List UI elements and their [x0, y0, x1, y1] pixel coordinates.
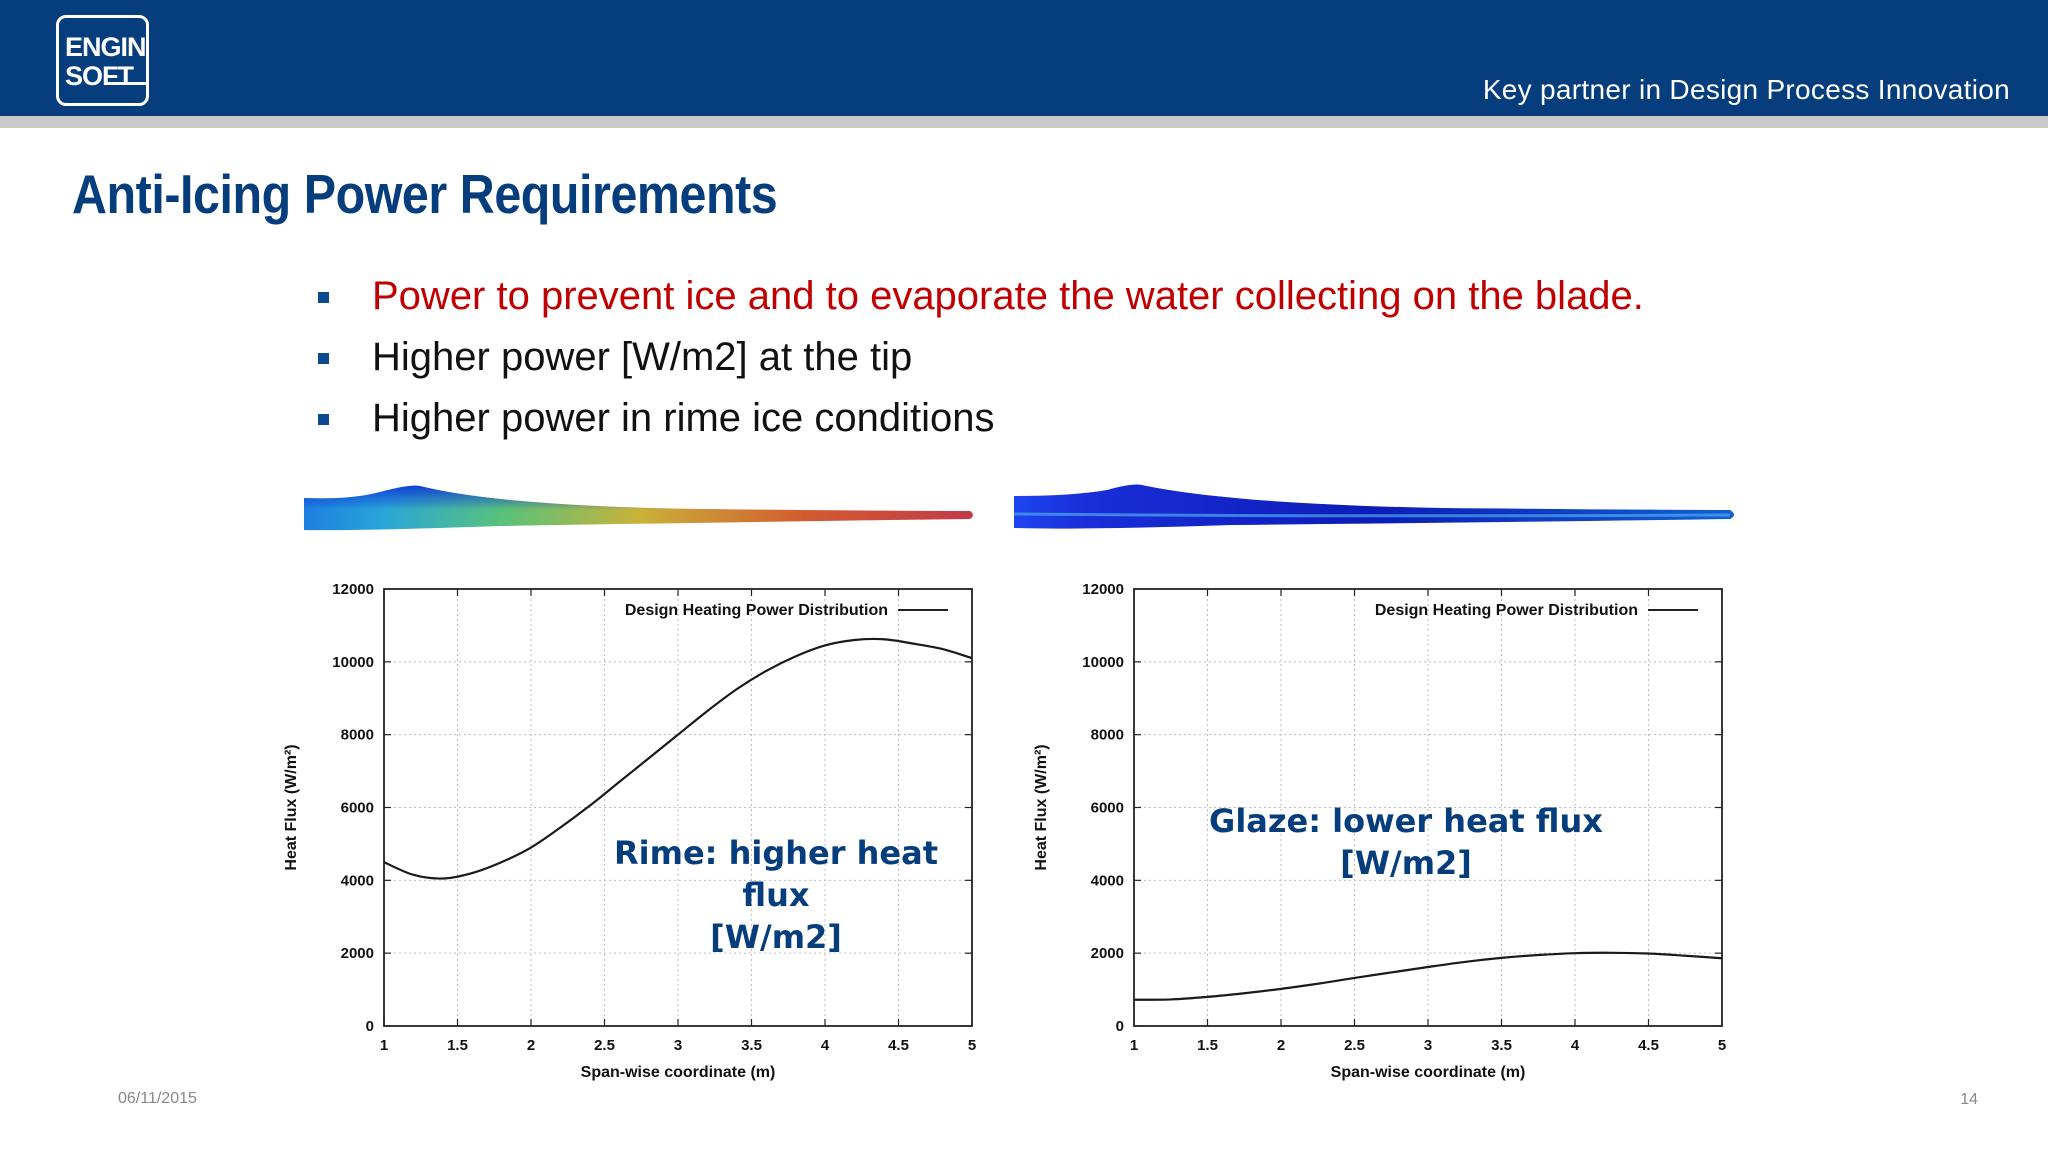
x-tick-label: 3 [1424, 1037, 1432, 1054]
bullet-item: Higher power [W/m2] at the tip [314, 329, 1644, 390]
y-axis-label: Heat Flux (W/m²) [1033, 744, 1050, 870]
y-tick-label: 0 [366, 1018, 374, 1035]
bullet-text: Power to prevent ice and to evaporate th… [372, 274, 1644, 318]
plot-frame [383, 588, 973, 1027]
rime-annotation-line1: Rime: higher heat flux [613, 834, 939, 914]
glaze-chart: 1 1.5 2 2.5 3 3.5 4 4.5 5 0 2000 4000 6000 8000 10000 1… [1020, 570, 1740, 1095]
y-tick-label: 6000 [341, 800, 374, 817]
x-tick-label: 2 [1277, 1037, 1285, 1054]
y-tick-label: 10000 [1082, 654, 1124, 671]
series-line [383, 637, 973, 880]
page-number: 14 [1960, 1091, 1978, 1108]
y-tick-label: 4000 [341, 872, 374, 889]
y-axis-label: Heat Flux (W/m²) [283, 744, 300, 870]
bullet-text: Higher power in rime ice conditions [372, 396, 995, 440]
x-tick-label: 4 [1571, 1037, 1580, 1054]
plot-frame [1133, 588, 1723, 1027]
logo-line1: ENGIN [65, 32, 147, 62]
glaze-annotation: Glaze: lower heat flux [W/m2] [1206, 800, 1606, 884]
x-tick-label: 1.5 [1197, 1037, 1218, 1054]
x-tick-label: 3 [674, 1037, 682, 1054]
x-tick-label: 2.5 [1344, 1037, 1365, 1054]
logo-underline [107, 82, 148, 85]
bullet-marker-icon [318, 353, 329, 364]
bullet-marker-icon [318, 414, 329, 425]
x-tick-label: 2.5 [594, 1037, 615, 1054]
rime-chart: 1 1.5 2 2.5 3 3.5 4 4.5 5 0 2000 4000 6000 8000 10000 1… [270, 570, 990, 1095]
enginsoft-logo: ENGIN SOFT [56, 15, 149, 106]
y-tick-label: 2000 [341, 945, 374, 962]
y-tick-label: 10000 [332, 654, 374, 671]
y-tick-label: 0 [1116, 1018, 1124, 1035]
x-tick-label: 3.5 [741, 1037, 762, 1054]
y-tick-label: 8000 [1091, 727, 1124, 744]
legend-label: Design Heating Power Distribution [625, 602, 888, 619]
x-tick-label: 5 [1718, 1037, 1726, 1054]
bullet-text: Higher power [W/m2] at the tip [372, 335, 913, 379]
slide-date: 06/11/2015 [118, 1090, 197, 1107]
x-axis-label: Span-wise coordinate (m) [581, 1064, 776, 1081]
bullet-item: Higher power in rime ice conditions [314, 390, 1644, 451]
bullet-item: Power to prevent ice and to evaporate th… [314, 268, 1644, 329]
x-tick-label: 4.5 [888, 1037, 909, 1054]
x-tick-label: 5 [968, 1037, 976, 1054]
header-bar [0, 0, 2048, 116]
x-tick-label: 1.5 [447, 1037, 468, 1054]
legend-label: Design Heating Power Distribution [1375, 602, 1638, 619]
x-tick-label: 1 [1130, 1037, 1138, 1054]
glaze-chart-svg: 1 1.5 2 2.5 3 3.5 4 4.5 5 0 2000 4000 6000 8000 10000 1… [1033, 581, 1726, 1081]
x-axis-label: Span-wise coordinate (m) [1331, 1064, 1526, 1081]
y-tick-label: 4000 [1091, 872, 1124, 889]
bullet-list: Power to prevent ice and to evaporate th… [314, 268, 1644, 451]
y-tick-label: 12000 [332, 581, 374, 598]
x-tick-label: 1 [380, 1037, 388, 1054]
bullet-marker-icon [318, 292, 329, 303]
rime-annotation-line2: [W/m2] [710, 918, 842, 956]
rime-blade-heatmap [304, 485, 973, 531]
rime-chart-svg: 1 1.5 2 2.5 3 3.5 4 4.5 5 0 2000 4000 6000 8000 10000 1… [283, 581, 976, 1081]
y-tick-label: 8000 [341, 727, 374, 744]
series-line [1133, 951, 1723, 1001]
x-tick-label: 3.5 [1491, 1037, 1512, 1054]
x-tick-label: 4 [821, 1037, 830, 1054]
glaze-blade-heatmap [1013, 484, 1734, 529]
y-tick-label: 12000 [1082, 581, 1124, 598]
glaze-annotation-line2: [W/m2] [1340, 844, 1472, 882]
x-tick-label: 4.5 [1638, 1037, 1659, 1054]
x-tick-label: 2 [527, 1037, 535, 1054]
rime-annotation: Rime: higher heat flux [W/m2] [576, 832, 976, 958]
logo-line2: SOFT [65, 61, 134, 91]
y-tick-label: 2000 [1091, 945, 1124, 962]
slide-title: Anti-Icing Power Requirements [72, 163, 778, 225]
y-tick-label: 6000 [1091, 800, 1124, 817]
glaze-annotation-line1: Glaze: lower heat flux [1209, 802, 1603, 840]
header-divider [0, 116, 2048, 128]
header-tagline: Key partner in Design Process Innovation [1482, 74, 2010, 105]
